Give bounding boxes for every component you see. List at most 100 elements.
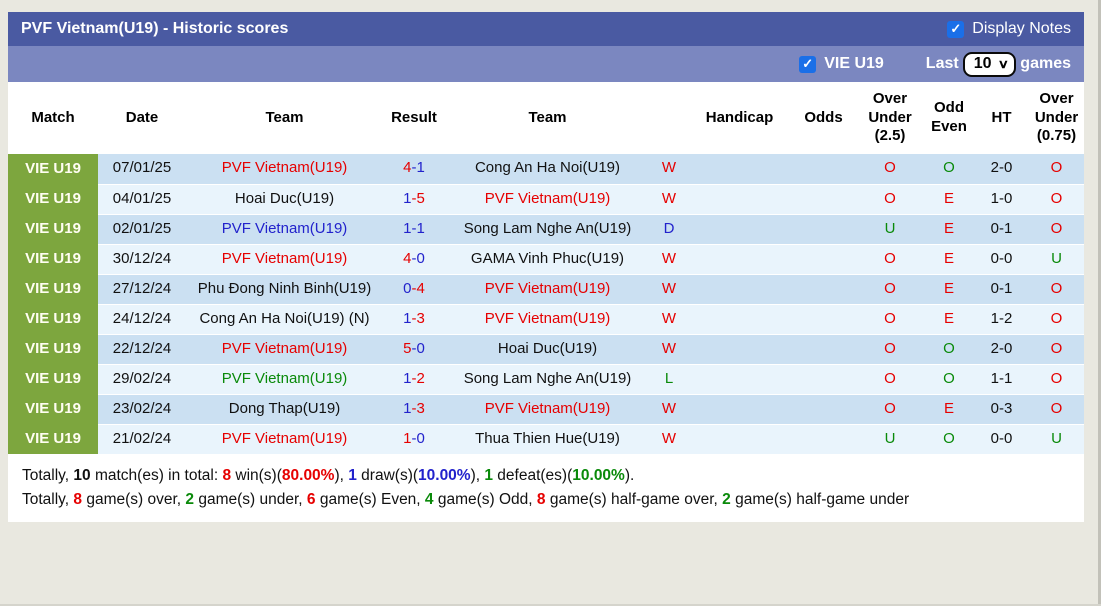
column-header-ht: HT (974, 82, 1029, 154)
over-under-075-letter: U (1051, 249, 1062, 267)
over-under-075-letter: O (1050, 339, 1063, 357)
ht-cell: 0-3 (974, 394, 1029, 425)
over-under-25-cell: O (856, 154, 924, 185)
odd-even-cell: E (924, 304, 974, 335)
home-team-name: PVF Vietnam(U19) (221, 159, 348, 177)
match-date: 02/01/25 (112, 219, 172, 237)
match-date: 22/12/24 (112, 339, 172, 357)
summary-section: Totally, 10 match(es) in total: 8 win(s)… (8, 454, 1084, 522)
result-cell: 4-1 (383, 154, 445, 185)
last-games-select[interactable]: 10 ∨ (962, 51, 1017, 77)
over-under-25-letter: O (884, 399, 896, 417)
display-notes-checkbox[interactable]: ✓ (947, 20, 965, 38)
over-under-075-letter: O (1050, 189, 1063, 207)
chevron-down-icon: ∨ (997, 56, 1009, 71)
odds-cell (791, 184, 856, 215)
away-team-name: PVF Vietnam(U19) (484, 399, 611, 417)
odds-cell (791, 154, 856, 185)
outcome-letter: W (661, 159, 677, 177)
home-score: 0 (403, 279, 412, 297)
odd-even-letter: O (943, 369, 955, 387)
date-cell: 30/12/24 (98, 244, 186, 275)
away-score: -1 (411, 159, 425, 177)
outcome-cell: W (650, 244, 688, 275)
date-cell: 23/02/24 (98, 394, 186, 425)
outcome-cell: W (650, 424, 688, 455)
home-team-cell: PVF Vietnam(U19) (186, 334, 383, 365)
home-score: 1 (403, 369, 412, 387)
filter-bar: ✓ VIE U19 Last 10 ∨ games (8, 46, 1084, 82)
odd-even-letter: O (943, 429, 955, 447)
home-team-name: Phu Đong Ninh Binh(U19) (197, 279, 372, 297)
match-cell: VIE U19 (8, 394, 98, 424)
outcome-cell: W (650, 304, 688, 335)
home-team-cell: PVF Vietnam(U19) (186, 214, 383, 245)
outcome-letter: W (661, 279, 677, 297)
away-team-cell: PVF Vietnam(U19) (445, 394, 650, 425)
over-under-075-cell: U (1029, 244, 1084, 275)
home-team-cell: Dong Thap(U19) (186, 394, 383, 425)
result-cell: 4-0 (383, 244, 445, 275)
match-date: 21/02/24 (112, 429, 172, 447)
away-score: -4 (411, 279, 425, 297)
table-row: VIE U19 27/12/24 Phu Đong Ninh Binh(U19) 0-… (8, 274, 1084, 305)
odds-cell (791, 334, 856, 365)
over-under-25-letter: O (884, 309, 896, 327)
date-cell: 07/01/25 (98, 154, 186, 185)
handicap-cell (688, 184, 791, 215)
ht-score: 0-0 (990, 429, 1013, 447)
over-under-25-cell: O (856, 184, 924, 215)
odd-even-letter: E (943, 399, 954, 417)
home-team-cell: Hoai Duc(U19) (186, 184, 383, 215)
outcome-letter: W (661, 249, 677, 267)
outcome-letter: W (661, 339, 677, 357)
over-under-25-cell: O (856, 334, 924, 365)
table-row: VIE U19 22/12/24 PVF Vietnam(U19) 5-0 Hoai D… (8, 334, 1084, 365)
away-score: -2 (411, 369, 425, 387)
home-score: 1 (403, 309, 412, 327)
league-badge: VIE U19 (25, 249, 81, 267)
match-cell: VIE U19 (8, 214, 98, 244)
odd-even-letter: E (943, 279, 954, 297)
odds-cell (791, 364, 856, 395)
odd-even-letter: O (943, 339, 955, 357)
column-header-away-team: Team (445, 82, 650, 154)
away-team-name: Cong An Ha Noi(U19) (474, 159, 621, 177)
over-under-25-cell: U (856, 424, 924, 455)
ht-cell: 0-1 (974, 274, 1029, 305)
over-under-075-cell: O (1029, 184, 1084, 215)
result-cell: 5-0 (383, 334, 445, 365)
away-team-name: Thua Thien Hue(U19) (475, 429, 620, 447)
home-team-cell: PVF Vietnam(U19) (186, 424, 383, 455)
table-row: VIE U19 04/01/25 Hoai Duc(U19) 1-5 PVF Vietn… (8, 184, 1084, 215)
column-header-odds: Odds (791, 82, 856, 154)
over-under-075-cell: O (1029, 364, 1084, 395)
checkbox-check-icon: ✓ (950, 21, 962, 36)
ht-cell: 1-1 (974, 364, 1029, 395)
league-badge: VIE U19 (25, 159, 81, 177)
date-cell: 04/01/25 (98, 184, 186, 215)
league-badge: VIE U19 (25, 339, 81, 357)
date-cell: 24/12/24 (98, 304, 186, 335)
league-badge: VIE U19 (25, 369, 81, 387)
ht-cell: 2-0 (974, 154, 1029, 185)
over-under-075-letter: U (1051, 429, 1062, 447)
vie-u19-checkbox[interactable]: ✓ (799, 55, 817, 73)
ht-score: 0-0 (990, 249, 1013, 267)
away-team-cell: Thua Thien Hue(U19) (445, 424, 650, 455)
home-team-cell: PVF Vietnam(U19) (186, 364, 383, 395)
away-team-cell: Cong An Ha Noi(U19) (445, 154, 650, 185)
over-under-075-cell: O (1029, 304, 1084, 335)
summary-line-2: Totally, 8 game(s) over, 2 game(s) under… (22, 490, 910, 508)
over-under-075-letter: O (1050, 369, 1063, 387)
over-under-25-cell: O (856, 364, 924, 395)
ht-score: 1-0 (990, 189, 1013, 207)
checkbox-check-icon: ✓ (802, 56, 814, 71)
league-badge: VIE U19 (25, 429, 81, 447)
over-under-25-letter: U (884, 219, 896, 237)
match-cell: VIE U19 (8, 274, 98, 304)
away-team-name: Song Lam Nghe An(U19) (463, 219, 632, 237)
away-score: -0 (411, 339, 425, 357)
match-cell: VIE U19 (8, 364, 98, 394)
odd-even-letter: E (943, 219, 954, 237)
